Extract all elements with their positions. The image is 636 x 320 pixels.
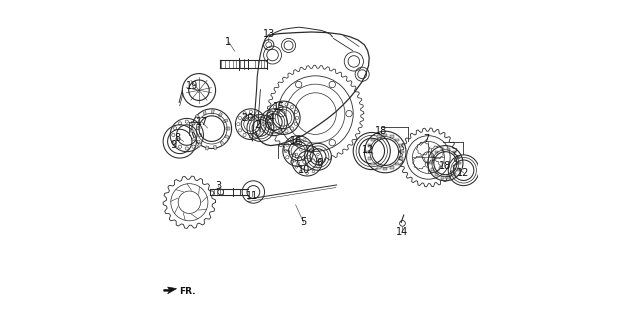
Bar: [197, 143, 202, 147]
Bar: [400, 151, 404, 153]
Text: 5: 5: [300, 217, 307, 228]
Bar: [377, 135, 380, 138]
Bar: [395, 139, 399, 141]
Bar: [390, 166, 394, 169]
Text: 8: 8: [175, 132, 181, 143]
Bar: [390, 135, 394, 138]
Bar: [447, 148, 450, 150]
Bar: [220, 141, 225, 146]
Bar: [205, 146, 209, 150]
Bar: [457, 156, 460, 158]
Bar: [366, 151, 370, 153]
Bar: [431, 169, 434, 171]
Text: 11: 11: [246, 191, 258, 201]
Bar: [195, 114, 200, 119]
Bar: [214, 145, 217, 149]
Bar: [371, 139, 375, 141]
Text: 1: 1: [225, 36, 232, 47]
Text: 12: 12: [363, 145, 375, 156]
Text: 7: 7: [424, 134, 430, 144]
Bar: [458, 162, 461, 164]
Text: 12: 12: [457, 168, 470, 178]
Text: 20: 20: [241, 113, 253, 123]
Text: 2: 2: [254, 120, 260, 130]
Text: 14: 14: [396, 227, 408, 237]
Bar: [190, 130, 193, 132]
Bar: [441, 176, 444, 179]
Bar: [211, 110, 214, 114]
Text: 18: 18: [439, 161, 451, 172]
Bar: [191, 137, 197, 141]
Text: 4: 4: [268, 113, 275, 124]
Bar: [453, 173, 456, 176]
Text: FR.: FR.: [179, 287, 195, 296]
Bar: [453, 151, 456, 153]
Bar: [384, 134, 387, 136]
Text: 15: 15: [273, 102, 286, 112]
Bar: [399, 144, 403, 147]
Bar: [435, 173, 438, 176]
Text: 13: 13: [263, 28, 275, 39]
Text: 19: 19: [186, 81, 198, 92]
Bar: [435, 151, 438, 153]
Bar: [203, 110, 206, 115]
Bar: [395, 163, 399, 165]
Bar: [191, 121, 195, 125]
Bar: [384, 168, 387, 170]
Bar: [218, 113, 223, 117]
Text: 18: 18: [375, 126, 387, 136]
Text: 16: 16: [289, 136, 301, 146]
Bar: [441, 148, 444, 150]
Text: 9: 9: [170, 140, 176, 150]
Bar: [226, 127, 230, 130]
Bar: [223, 119, 228, 123]
Bar: [371, 163, 375, 165]
Bar: [399, 157, 403, 160]
Text: 6: 6: [317, 158, 322, 168]
Bar: [368, 144, 371, 147]
Bar: [431, 156, 434, 158]
Bar: [447, 176, 450, 179]
Bar: [225, 135, 229, 139]
Text: 3: 3: [215, 180, 221, 191]
Bar: [457, 169, 460, 171]
Bar: [368, 157, 371, 160]
Text: 17: 17: [196, 117, 209, 127]
Text: 10: 10: [298, 164, 310, 175]
Bar: [429, 162, 432, 164]
Bar: [377, 166, 380, 169]
Polygon shape: [163, 287, 177, 294]
